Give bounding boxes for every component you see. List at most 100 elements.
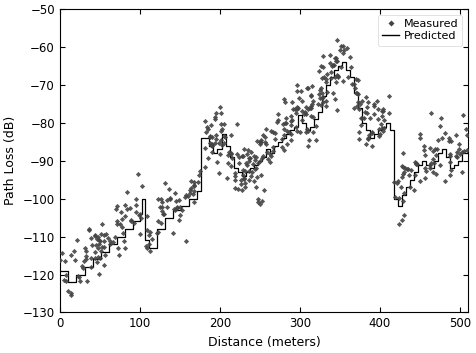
Point [127,217,135,223]
Point [134,171,142,177]
X-axis label: Distance (meters): Distance (meters) [208,336,320,349]
Point [287,137,295,142]
Point [319,99,327,104]
Point [453,149,461,155]
Point [317,102,324,108]
Point [221,133,228,139]
Point [458,149,466,155]
Point [364,99,372,104]
Point [132,209,140,215]
Point [56,257,64,263]
Point [358,98,366,103]
Point [356,130,363,135]
Point [339,78,347,83]
Point [104,235,112,240]
Point [176,213,184,218]
Point [295,105,302,111]
Point [132,202,140,208]
Point [350,106,358,111]
Point [278,144,286,149]
Point [233,151,240,157]
Point [280,133,288,138]
Point [293,128,301,134]
Point [307,94,315,99]
Point [142,244,149,249]
Point [155,196,162,202]
Point [331,96,339,102]
Point [331,55,339,61]
Point [214,160,221,165]
Point [85,227,92,233]
Point [232,174,239,179]
Point [368,129,376,134]
Point [347,65,354,70]
Point [351,85,359,91]
Point [165,186,173,192]
Point [100,262,108,268]
Point [370,103,378,109]
Point [436,163,444,168]
Point [416,135,424,141]
Point [370,102,378,107]
Point [326,60,334,66]
Point [208,143,216,149]
Point [264,156,271,161]
Point [405,172,413,178]
Point [329,62,337,68]
Point [238,153,246,158]
Point [161,180,169,186]
Point [248,169,256,175]
Point [317,64,325,69]
Point [285,129,292,134]
Point [360,115,367,121]
Point [324,71,331,77]
Point [107,238,114,244]
Point [306,106,313,111]
Point [278,137,286,142]
Point [166,196,174,202]
Point [225,160,232,166]
Point [240,146,248,151]
Point [305,137,312,143]
Point [98,221,106,227]
Point [452,153,460,159]
Point [186,187,193,193]
Point [288,131,295,137]
Point [190,184,198,189]
Point [331,74,339,80]
Point [364,135,372,141]
Point [413,161,420,167]
Point [154,229,161,235]
Point [280,126,288,132]
Point [336,47,344,52]
Point [393,180,401,186]
Point [380,125,388,131]
Point [70,248,78,253]
Point [456,141,463,146]
Point [344,45,351,51]
Point [211,116,219,122]
Point [288,122,295,127]
Point [83,279,91,284]
Point [88,242,96,248]
Point [68,252,75,257]
Point [261,187,268,193]
Point [422,168,429,174]
Point [91,249,99,255]
Point [271,136,278,142]
Point [94,255,102,260]
Point [61,258,69,264]
Point [412,161,420,167]
Point [228,151,235,156]
Point [95,241,103,247]
Point [308,83,316,89]
Point [96,256,103,261]
Point [374,116,381,121]
Point [263,149,271,155]
Point [380,117,387,123]
Point [121,202,129,208]
Point [379,128,387,134]
Point [227,132,235,138]
Point [319,94,327,100]
Point [216,104,224,109]
